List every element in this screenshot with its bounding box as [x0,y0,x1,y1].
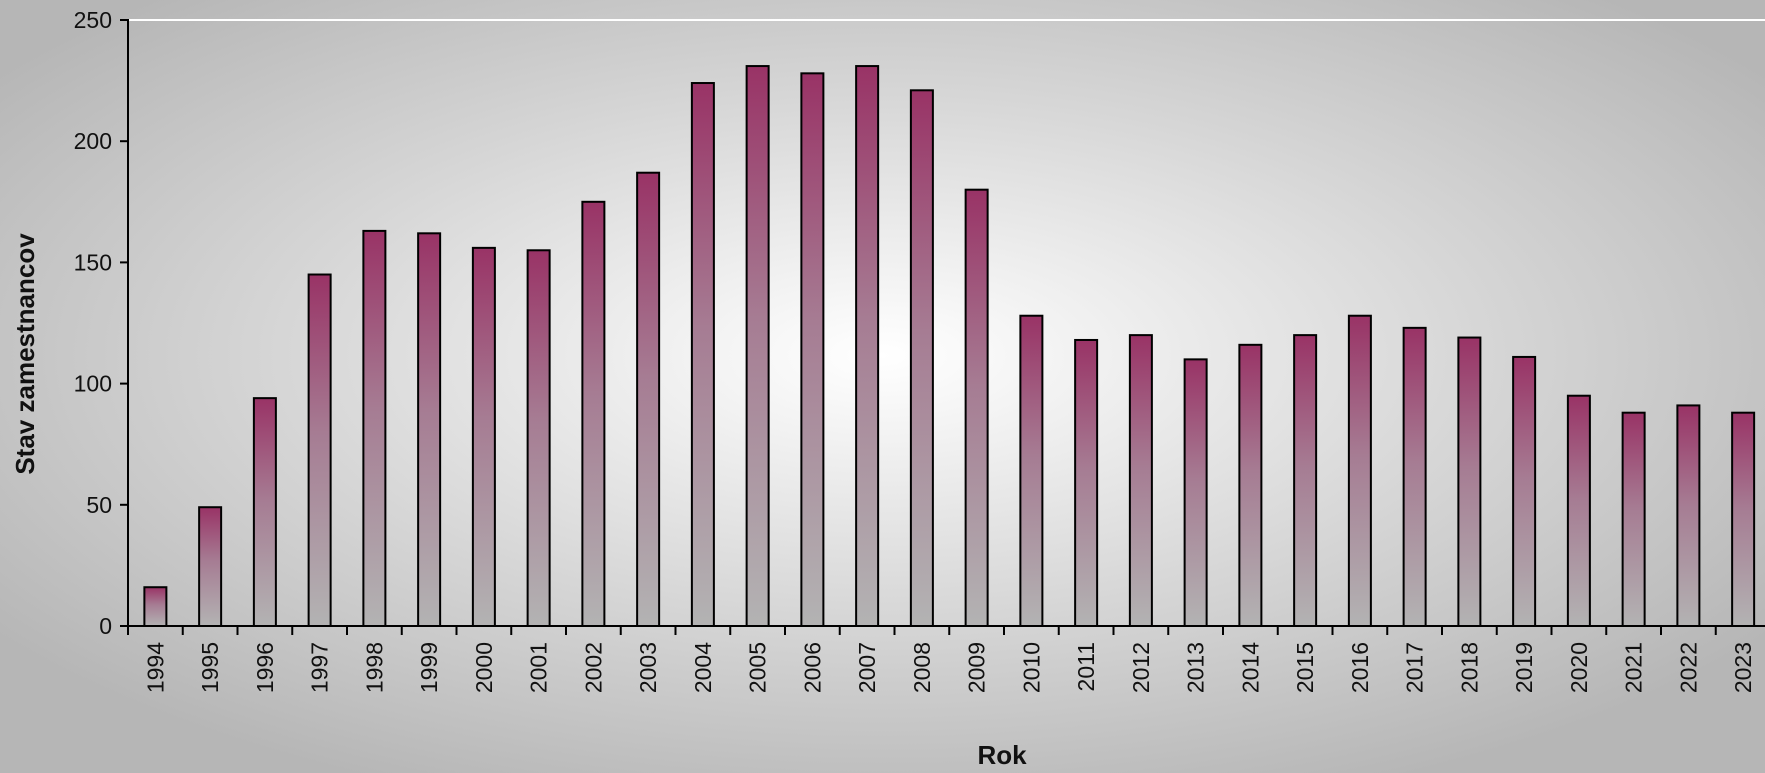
bar-2016 [1347,314,1372,627]
x-tick-label-1996: 1996 [252,642,278,693]
x-tick-label-2011: 2011 [1073,642,1099,691]
bar-2006 [800,72,825,627]
bar-2015 [1293,334,1318,627]
bar-2010 [1019,314,1044,627]
y-tick-label: 100 [74,371,112,397]
x-tick-label-2013: 2013 [1183,642,1209,693]
y-tick-label: 150 [74,249,112,275]
y-tick-label: 200 [74,128,112,154]
x-tick-label-2015: 2015 [1292,642,1318,693]
x-tick-label-2017: 2017 [1402,642,1428,693]
bar-2003 [636,171,661,628]
y-tick-label: 0 [99,613,112,639]
x-axis-title: Rok [977,740,1027,770]
x-tick-label-2008: 2008 [909,642,935,693]
bar-2023 [1731,411,1756,627]
bar-2004 [690,82,715,627]
bar-2005 [745,65,770,627]
bar-2013 [1183,358,1208,627]
bar-2007 [855,65,880,627]
x-tick-label-2010: 2010 [1018,642,1044,693]
bar-1996 [252,397,277,628]
labels-layer: 0 50 100 150 200 250 1994 1995 1996 1997 1998 1999 2… [74,7,1757,693]
bar-2019 [1512,355,1537,627]
x-tick-label-2020: 2020 [1566,642,1592,693]
x-tick-label-2002: 2002 [580,642,606,693]
y-axis-title: Stav zamestnancov [10,233,40,475]
x-tick-label-1995: 1995 [197,642,223,693]
bar-2021 [1621,411,1646,627]
x-tick-label-1998: 1998 [361,642,387,693]
bar-1994 [143,586,168,627]
x-tick-label-2004: 2004 [690,642,716,693]
x-tick-label-1997: 1997 [307,642,333,693]
x-tick-label-2022: 2022 [1675,642,1701,693]
x-tick-label-1999: 1999 [416,642,442,693]
x-tick-label-1994: 1994 [142,642,168,693]
bar-2009 [964,188,989,627]
x-tick-label-2009: 2009 [964,642,990,693]
bar-2002 [581,200,606,628]
x-tick-label-2018: 2018 [1456,642,1482,693]
x-tick-label-2016: 2016 [1347,642,1373,693]
bar-1995 [198,506,223,627]
x-tick-label-2023: 2023 [1730,642,1756,693]
bar-2001 [526,249,551,627]
x-tick-label-2007: 2007 [854,642,880,693]
x-tick-label-2000: 2000 [471,642,497,693]
bar-2017 [1402,326,1427,627]
bar-1997 [307,273,332,627]
y-tick-label: 50 [86,492,112,518]
bar-1998 [362,229,387,627]
bar-1999 [417,232,442,627]
x-tick-label-2005: 2005 [745,642,771,693]
x-tick-label-2019: 2019 [1511,642,1537,693]
bar-2020 [1566,394,1591,627]
x-tick-label-2012: 2012 [1128,642,1154,693]
x-tick-label-2001: 2001 [526,642,552,693]
bar-2008 [909,89,934,628]
x-tick-label-2014: 2014 [1237,642,1263,693]
bar-2014 [1238,343,1263,627]
bar-2018 [1457,336,1482,627]
bar-2012 [1128,334,1153,627]
x-tick-label-2021: 2021 [1621,642,1647,693]
bar-2022 [1676,404,1701,628]
bar-2011 [1074,338,1099,627]
bar-2000 [471,246,496,628]
y-tick-label: 250 [74,7,112,33]
x-tick-label-2003: 2003 [635,642,661,693]
x-tick-label-2006: 2006 [799,642,825,693]
axes-layer [120,19,1765,635]
